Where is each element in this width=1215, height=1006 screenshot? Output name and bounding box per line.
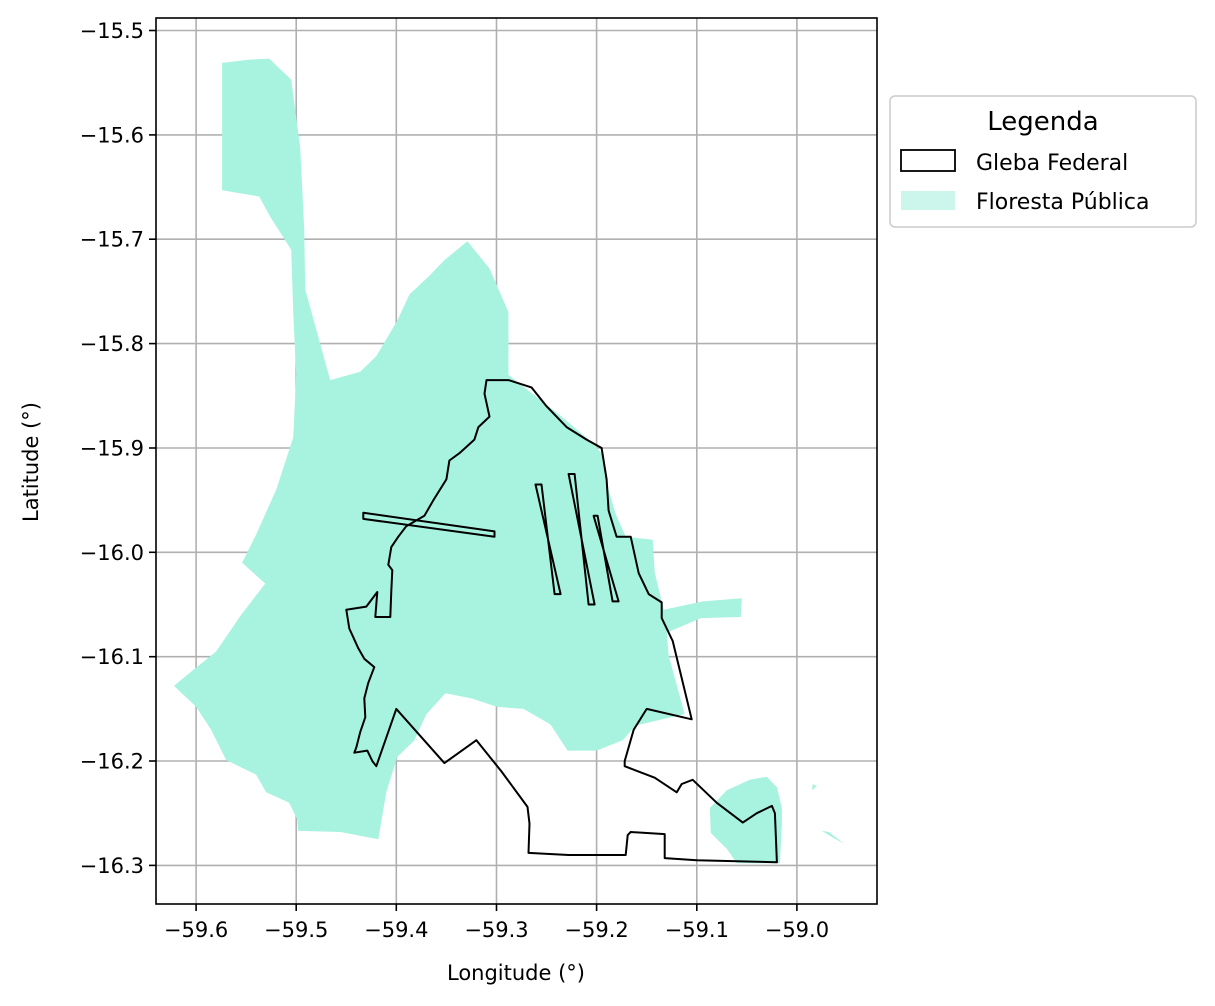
y-tick-label: −16.1 [80,645,144,669]
plot-area: −59.6 −59.5 −59.4 −59.3 −59.2 −59.1 −59.0 −15.5… [80,17,878,942]
gleba-federal-layer [345,379,778,864]
y-tick-label: −16.0 [80,541,144,565]
x-tick-label: −59.4 [364,918,428,942]
floresta-publica-polygon [821,830,844,844]
x-tick-label: −59.5 [264,918,328,942]
y-tick-label: −15.7 [80,228,144,252]
y-tick-label: −15.9 [80,437,144,461]
legend: Legenda Gleba Federal Floresta Pública [889,95,1197,228]
legend-title: Legenda [987,107,1098,137]
y-axis-title: Latitude (°) [19,402,43,522]
y-tick-label: −15.8 [80,332,144,356]
gleba-federal-polygon [592,514,620,603]
legend-label-floresta-publica: Floresta Pública [976,190,1149,215]
legend-box [889,95,1197,228]
y-tick-label: −16.3 [80,854,144,878]
x-axis-title: Longitude (°) [447,961,585,985]
gleba-federal-polygon [345,379,778,864]
gleba-federal-polygon [362,511,496,538]
gleba-federal-polygon [534,483,562,596]
y-tick-label: −15.5 [80,19,144,43]
floresta-publica-polygon [174,58,742,840]
x-tick-label: −59.1 [665,918,729,942]
x-tick-label: −59.0 [765,918,829,942]
x-tick-label: −59.2 [564,918,628,942]
legend-swatch-floresta-publica [901,191,955,210]
x-tick-label: −59.6 [164,918,228,942]
axis-ticks: −59.6 −59.5 −59.4 −59.3 −59.2 −59.1 −59.0 −15.5… [80,19,829,942]
plot-frame [155,17,878,905]
y-tick-label: −15.6 [80,123,144,147]
gleba-federal-polygon [567,473,596,606]
floresta-publica-polygon [811,784,817,791]
legend-label-gleba-federal: Gleba Federal [976,151,1128,176]
x-tick-label: −59.3 [464,918,528,942]
y-tick-label: −16.2 [80,750,144,774]
legend-swatch-gleba-federal [900,149,956,172]
